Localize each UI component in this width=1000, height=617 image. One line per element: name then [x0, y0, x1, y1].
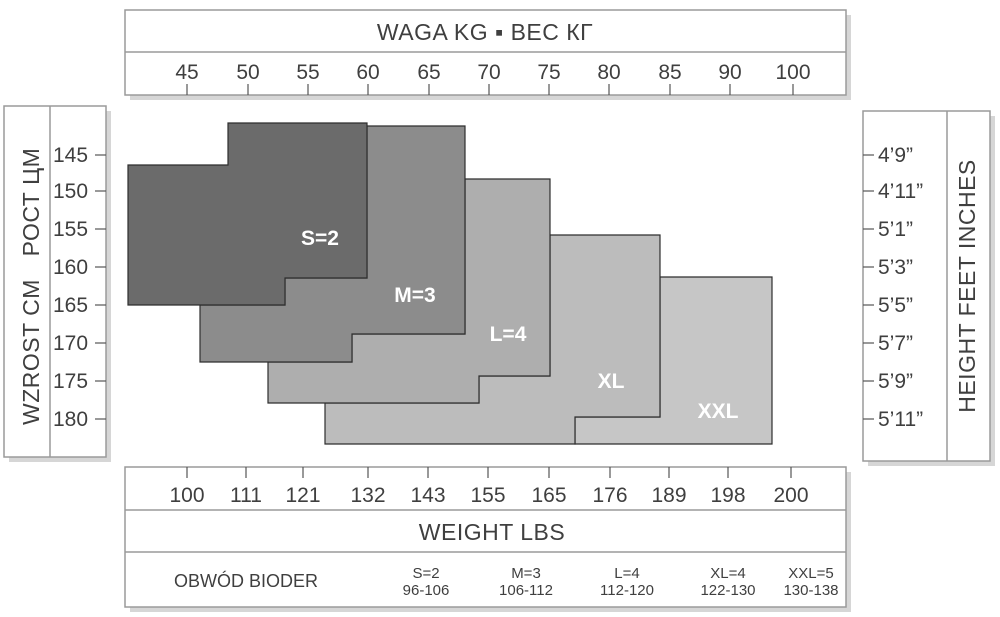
- hips-range-label: 96-106: [403, 582, 450, 599]
- bottom-tick-label: 165: [531, 484, 566, 507]
- right-tick-label: 5’9”: [878, 370, 913, 393]
- right-tick-label: 5’11”: [878, 408, 923, 431]
- size-zones: S=2 M=3 L=4 XL XXL: [127, 122, 773, 445]
- size-zone-label: XL: [598, 370, 625, 393]
- hips-size-label: M=3: [511, 565, 541, 582]
- bottom-tick-label: 121: [285, 484, 320, 507]
- top-tick-label: 100: [775, 61, 810, 84]
- right-tick-label: 5’7”: [878, 332, 913, 355]
- left-tick-label: 155: [53, 218, 88, 241]
- right-axis-panel: HEIGHT FEET INCHES 4’9” 4’11” 5’1” 5’3” 5’5”…: [862, 110, 995, 466]
- top-tick-label: 65: [417, 61, 440, 84]
- hips-title: OBWÓD BIODER: [174, 570, 318, 591]
- right-tick-label: 4’9”: [878, 144, 913, 167]
- bottom-tick-label: 198: [710, 484, 745, 507]
- hips-size-label: L=4: [614, 565, 639, 582]
- bottom-tick-label: 189: [651, 484, 686, 507]
- bottom-tick-label: 132: [350, 484, 385, 507]
- top-tick-label: 50: [236, 61, 259, 84]
- bottom-tick-label: 155: [470, 484, 505, 507]
- size-zone-label: S=2: [301, 227, 339, 250]
- bottom-axis-panel: WEIGHT LBS OBWÓD BIODER 100 111 121 132 143 1…: [124, 466, 851, 612]
- bottom-tick-label: 176: [592, 484, 627, 507]
- hips-size-label: XL=4: [710, 565, 745, 582]
- top-tick-label: 45: [175, 61, 198, 84]
- size-zone-label: M=3: [394, 284, 435, 307]
- top-tick-label: 90: [718, 61, 741, 84]
- hips-size-label: S=2: [412, 565, 439, 582]
- top-tick-label: 60: [356, 61, 379, 84]
- left-axis-title-1: WZROST CM: [18, 279, 44, 425]
- right-tick-label: 5’5”: [878, 294, 913, 317]
- left-tick-label: 170: [53, 332, 88, 355]
- top-tick-label: 85: [658, 61, 681, 84]
- left-tick-label: 145: [53, 144, 88, 167]
- top-tick-label: 70: [477, 61, 500, 84]
- top-tick-label: 75: [537, 61, 560, 84]
- size-zone-s-2: [127, 122, 368, 306]
- right-tick-label: 5’3”: [878, 256, 913, 279]
- bottom-tick-label: 143: [410, 484, 445, 507]
- left-tick-label: 165: [53, 294, 88, 317]
- left-tick-label: 180: [53, 408, 88, 431]
- hips-range-label: 112-120: [600, 582, 654, 599]
- hips-range-label: 130-138: [783, 582, 838, 599]
- left-tick-label: 150: [53, 180, 88, 203]
- bottom-tick-label: 111: [230, 484, 262, 507]
- top-tick-label: 55: [296, 61, 319, 84]
- hips-size-label: XXL=5: [788, 565, 833, 582]
- top-tick-label: 80: [597, 61, 620, 84]
- hips-range-label: 122-130: [700, 582, 755, 599]
- bottom-tick-label: 200: [773, 484, 808, 507]
- bottom-axis-title: WEIGHT LBS: [419, 519, 565, 545]
- bottom-tick-label: 100: [169, 484, 204, 507]
- top-axis-panel: WAGA KG ▪ ВЕС КГ 45 50 55 60 65 70 75 80 85 90 100: [124, 9, 851, 100]
- left-tick-label: 160: [53, 256, 88, 279]
- size-zone-label: L=4: [490, 323, 527, 346]
- right-axis-title: HEIGHT FEET INCHES: [954, 159, 980, 413]
- left-axis-title-2: РОСТ ЦМ: [18, 148, 44, 257]
- top-axis-title: WAGA KG ▪ ВЕС КГ: [377, 19, 593, 45]
- right-tick-label: 5’1”: [878, 218, 913, 241]
- hips-range-label: 106-112: [499, 582, 553, 599]
- left-axis-panel: WZROST CM РОСТ ЦМ 145 150 155 160 165 170 175 1…: [3, 105, 111, 462]
- right-tick-label: 4’11”: [878, 180, 923, 203]
- size-zone-label: XXL: [698, 400, 739, 423]
- left-tick-label: 175: [53, 370, 88, 393]
